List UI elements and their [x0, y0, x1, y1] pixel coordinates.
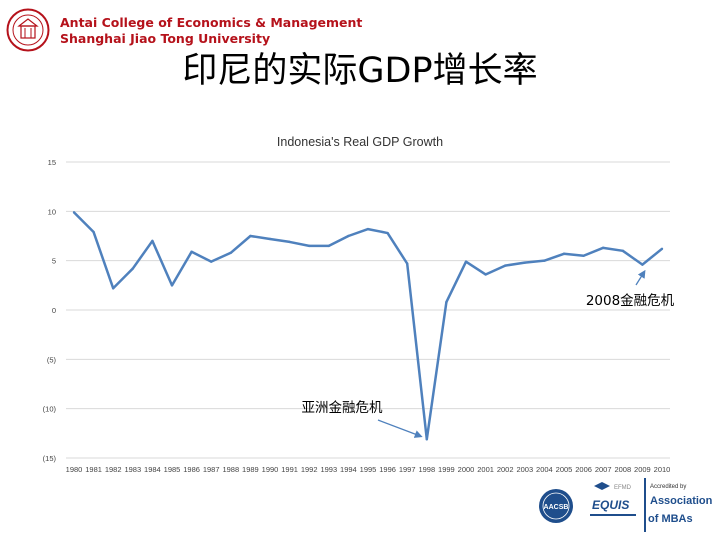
slide-title: 印尼的实际GDP增长率: [182, 51, 538, 91]
data-point: [523, 261, 526, 264]
data-point: [249, 234, 252, 238]
equis-logo-text: EQUIS: [592, 498, 629, 512]
data-point: [386, 231, 389, 235]
y-tick-label: 15: [48, 158, 56, 167]
x-tick-label: 1981: [85, 465, 102, 474]
y-tick-label: (10): [43, 405, 57, 414]
equis-mark-icon: [594, 482, 610, 490]
data-point: [504, 264, 507, 267]
x-tick-label: 2008: [614, 465, 631, 474]
data-point: [621, 249, 624, 252]
data-point: [641, 263, 644, 266]
x-tick-label: 2007: [595, 465, 612, 474]
data-point: [347, 234, 350, 238]
data-point: [131, 267, 134, 270]
series-line-group: [72, 211, 664, 441]
x-tick-label: 1985: [164, 465, 181, 474]
university-seal-icon: [6, 8, 50, 52]
x-tick-label: 1987: [203, 465, 220, 474]
y-tick-labels: 15 10 5 0 (5) (10) (15): [43, 158, 57, 463]
gridlines: [66, 161, 670, 459]
data-point: [582, 254, 585, 257]
data-point: [602, 246, 605, 250]
x-tick-label: 1991: [281, 465, 298, 474]
data-point: [170, 284, 174, 287]
aacsb-logo-icon: [539, 489, 573, 523]
annotation-arrow: [377, 419, 423, 438]
data-point: [210, 260, 213, 263]
y-tick-label: (15): [43, 454, 57, 463]
data-point: [229, 251, 232, 254]
x-tick-label: 2010: [654, 465, 671, 474]
x-tick-label: 1994: [340, 465, 357, 474]
annotation-label: 2008金融危机: [586, 293, 675, 309]
y-tick-label: 0: [52, 306, 56, 315]
x-tick-label: 1986: [183, 465, 200, 474]
x-tick-label: 1993: [320, 465, 337, 474]
data-point: [112, 287, 115, 290]
x-tick-label: 1998: [418, 465, 435, 474]
x-tick-label: 2002: [497, 465, 514, 474]
data-point: [366, 227, 370, 231]
y-tick-label: 10: [48, 207, 56, 216]
data-point: [425, 438, 428, 441]
data-point: [288, 240, 291, 244]
org-name-line2: Shanghai Jiao Tong University: [60, 31, 271, 46]
data-point: [92, 230, 95, 234]
x-tick-label: 1997: [399, 465, 416, 474]
x-tick-label: 2009: [634, 465, 651, 474]
data-point: [543, 259, 546, 262]
data-point: [72, 211, 76, 214]
amba-line3: of MBAs: [648, 513, 693, 525]
x-tick-label: 1982: [105, 465, 122, 474]
data-point: [268, 237, 272, 241]
annotation-label: 亚洲金融危机: [302, 400, 383, 416]
data-point: [406, 262, 409, 265]
y-tick-label: (5): [47, 355, 57, 364]
x-tick-label: 2000: [458, 465, 475, 474]
data-point: [151, 239, 154, 243]
x-tick-label: 1990: [262, 465, 279, 474]
x-tick-label: 1984: [144, 465, 161, 474]
x-tick-label: 1995: [360, 465, 377, 474]
amba-line1: Accredited by: [650, 484, 686, 490]
data-point: [464, 260, 468, 263]
amba-line2: Association: [650, 495, 713, 507]
data-point: [484, 273, 487, 276]
x-tick-label: 1988: [222, 465, 239, 474]
aacsb-logo-text: AACSB: [544, 504, 569, 511]
x-tick-label: 1996: [379, 465, 396, 474]
x-tick-label: 1992: [301, 465, 318, 474]
x-tick-label: 2004: [536, 465, 553, 474]
annotation-arrow: [635, 269, 646, 286]
x-tick-label: 1989: [242, 465, 259, 474]
data-point: [445, 300, 448, 304]
y-tick-label: 5: [52, 257, 56, 266]
x-tick-label: 1980: [66, 465, 83, 474]
x-tick-label: 2001: [477, 465, 494, 474]
data-point: [660, 247, 664, 251]
x-tick-label: 2005: [556, 465, 573, 474]
x-tick-labels: 1980 1981 1982 1983 1984 1985 1986 1987 1988 1989…: [66, 465, 671, 474]
accreditation-logos: AACSB EFMD EQUIS Accredited by Associati…: [539, 478, 713, 532]
org-name-line1: Antai College of Economics & Management: [60, 15, 363, 30]
data-point: [190, 250, 193, 253]
x-tick-label: 1983: [124, 465, 141, 474]
data-point: [308, 244, 311, 248]
equis-sub-text: EFMD: [614, 485, 632, 491]
data-point: [562, 252, 566, 255]
header: Antai College of Economics & Management …: [0, 0, 720, 60]
x-tick-label: 2006: [575, 465, 592, 474]
chart-title: Indonesia's Real GDP Growth: [277, 135, 443, 149]
x-tick-label: 2003: [516, 465, 533, 474]
data-point: [327, 244, 330, 248]
x-tick-label: 1999: [438, 465, 455, 474]
